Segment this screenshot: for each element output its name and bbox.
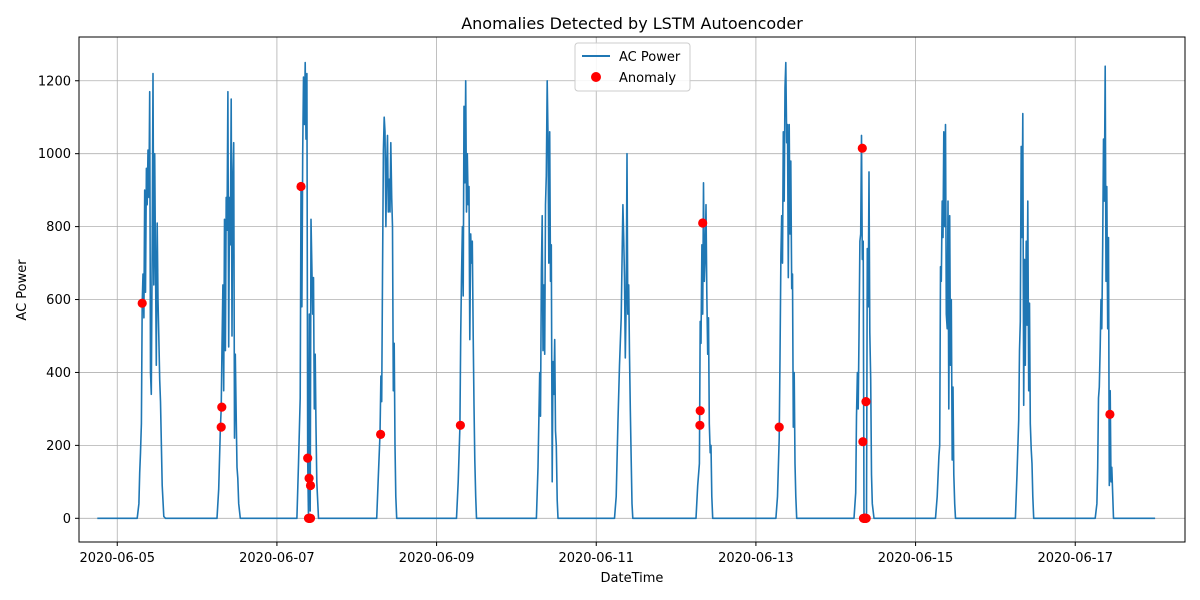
anomaly-point xyxy=(695,406,705,416)
x-tick-label: 2020-06-11 xyxy=(558,551,634,566)
y-tick-label: 600 xyxy=(46,293,71,308)
y-tick-label: 1000 xyxy=(38,147,71,162)
anomaly-point xyxy=(858,437,868,447)
anomaly-point xyxy=(455,420,465,430)
y-tick-label: 1200 xyxy=(38,74,71,89)
x-tick-label: 2020-06-17 xyxy=(1037,551,1113,566)
x-tick-label: 2020-06-07 xyxy=(239,551,315,566)
anomaly-point xyxy=(774,422,784,432)
y-tick-label: 800 xyxy=(46,220,71,235)
anomaly-point xyxy=(376,429,386,439)
anomaly-point xyxy=(303,453,313,463)
anomaly-point xyxy=(1105,409,1115,419)
anomaly-point xyxy=(216,422,226,432)
anomaly-point xyxy=(217,402,227,412)
anomaly-point xyxy=(304,473,314,483)
anomaly-point xyxy=(305,513,316,523)
y-tick-label: 0 xyxy=(63,512,71,527)
anomaly-point xyxy=(861,397,871,407)
legend-anomaly-swatch xyxy=(591,72,601,82)
y-axis-title: AC Power xyxy=(15,259,30,321)
anomaly-point xyxy=(861,513,871,523)
axes-frame xyxy=(78,36,1186,543)
plot-area xyxy=(97,61,1156,523)
ac-power-line xyxy=(97,61,1156,520)
legend-label-anomaly: Anomaly xyxy=(619,71,676,86)
anomaly-point xyxy=(305,480,316,491)
anomaly-point xyxy=(857,143,867,153)
x-tick-label: 2020-06-05 xyxy=(79,551,155,566)
y-axis: 0 200 400 600 800 1000 1200 xyxy=(38,74,79,527)
anomaly-point xyxy=(695,420,705,430)
anomaly-point xyxy=(698,218,708,228)
chart-title: Anomalies Detected by LSTM Autoencoder xyxy=(461,14,803,33)
y-tick-label: 200 xyxy=(46,439,71,454)
grid xyxy=(79,37,1185,542)
x-axis: 2020-06-05 2020-06-07 2020-06-09 2020-06-11… xyxy=(79,542,1113,566)
legend-label-ac-power: AC Power xyxy=(619,50,681,65)
y-tick-label: 400 xyxy=(46,366,71,381)
x-tick-label: 2020-06-15 xyxy=(878,551,954,566)
x-axis-title: DateTime xyxy=(601,571,664,586)
legend: AC Power Anomaly xyxy=(574,42,691,92)
anomaly-point xyxy=(137,298,147,308)
x-tick-label: 2020-06-13 xyxy=(718,551,794,566)
x-tick-label: 2020-06-09 xyxy=(399,551,475,566)
anomaly-point xyxy=(296,181,306,192)
